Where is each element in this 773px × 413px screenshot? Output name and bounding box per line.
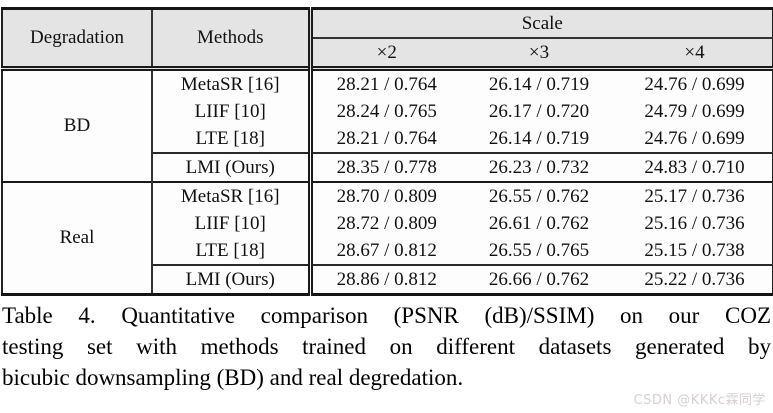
- value-cell: 26.55 / 0.762: [461, 181, 617, 210]
- value-cell: 28.21 / 0.764: [310, 68, 461, 98]
- method-cell: LMI (Ours): [152, 152, 313, 182]
- method-cell: LMI (Ours): [152, 264, 313, 295]
- value-cell: 25.15 / 0.738: [617, 237, 773, 265]
- value-cell: 28.70 / 0.809: [310, 181, 461, 210]
- header-methods: Methods: [152, 8, 313, 69]
- header-scale-x4: ×4: [617, 38, 773, 69]
- method-cell: LIIF [10]: [152, 98, 313, 125]
- table-row-ours: LMI (Ours) 28.86 / 0.812 26.66 / 0.762 2…: [2, 264, 773, 295]
- caption-line-3: bicubic downsampling (BD) and real degre…: [2, 365, 464, 390]
- value-cell: 28.21 / 0.764: [310, 125, 461, 153]
- table-row-ours: LMI (Ours) 28.35 / 0.778 26.23 / 0.732 2…: [2, 152, 773, 182]
- method-cell: MetaSR [16]: [152, 181, 313, 210]
- value-cell: 28.72 / 0.809: [310, 210, 461, 237]
- header-row-1: Degradation Methods Scale: [2, 8, 773, 69]
- header-row-2: ×2 ×3 ×4: [2, 38, 773, 69]
- value-cell: 25.22 / 0.736: [617, 264, 773, 295]
- table-row: LIIF [10] 28.24 / 0.765 26.17 / 0.720 24…: [2, 98, 773, 125]
- value-cell: 24.83 / 0.710: [617, 152, 773, 182]
- value-cell: 24.79 / 0.699: [617, 98, 773, 125]
- value-cell: 24.76 / 0.699: [617, 125, 773, 153]
- caption-line-2: testing set with methods trained on diff…: [2, 334, 771, 359]
- value-cell: 28.24 / 0.765: [310, 98, 461, 125]
- value-cell: 24.76 / 0.699: [617, 68, 773, 98]
- header-degradation: Degradation: [2, 8, 153, 69]
- value-cell: 26.66 / 0.762: [461, 264, 617, 295]
- value-cell: 28.35 / 0.778: [310, 152, 461, 182]
- table-row: Real MetaSR [16] 28.70 / 0.809 26.55 / 0…: [2, 181, 773, 295]
- table-body: BD MetaSR [16] 28.21 / 0.764 26.14 / 0.7…: [2, 68, 773, 295]
- table-row: LTE [18] 28.67 / 0.812 26.55 / 0.765 25.…: [2, 237, 773, 265]
- value-cell: 26.14 / 0.719: [461, 68, 617, 98]
- header-scale: Scale: [310, 8, 773, 39]
- degradation-label-real: Real: [2, 181, 153, 295]
- value-cell: 26.23 / 0.732: [461, 152, 617, 182]
- table-caption: Table 4. Quantitative comparison (PSNR (…: [2, 300, 771, 393]
- table-header: Degradation Methods Scale ×2 ×3 ×4: [2, 8, 773, 69]
- value-cell: 26.14 / 0.719: [461, 125, 617, 153]
- method-cell: LTE [18]: [152, 237, 313, 265]
- method-cell: MetaSR [16]: [152, 68, 313, 98]
- value-cell: 25.16 / 0.736: [617, 210, 773, 237]
- value-cell: 28.67 / 0.812: [310, 237, 461, 265]
- header-scale-x3: ×3: [461, 38, 617, 69]
- degradation-label-bd: BD: [2, 68, 153, 182]
- header-scale-x2: ×2: [310, 38, 461, 69]
- caption-line-1: Table 4. Quantitative comparison (PSNR (…: [2, 303, 771, 328]
- table-row: LTE [18] 28.21 / 0.764 26.14 / 0.719 24.…: [2, 125, 773, 153]
- value-cell: 26.17 / 0.720: [461, 98, 617, 125]
- method-cell: LTE [18]: [152, 125, 313, 153]
- results-table: Degradation Methods Scale ×2 ×3 ×4 BD Me…: [1, 7, 773, 296]
- value-cell: 28.86 / 0.812: [310, 264, 461, 295]
- value-cell: 26.55 / 0.765: [461, 237, 617, 265]
- watermark: CSDN @KKKc霖同学: [633, 393, 766, 408]
- value-cell: 26.61 / 0.762: [461, 210, 617, 237]
- table-row: BD MetaSR [16] 28.21 / 0.764 26.14 / 0.7…: [2, 68, 773, 182]
- table-row: LIIF [10] 28.72 / 0.809 26.61 / 0.762 25…: [2, 210, 773, 237]
- value-cell: 25.17 / 0.736: [617, 181, 773, 210]
- method-cell: LIIF [10]: [152, 210, 313, 237]
